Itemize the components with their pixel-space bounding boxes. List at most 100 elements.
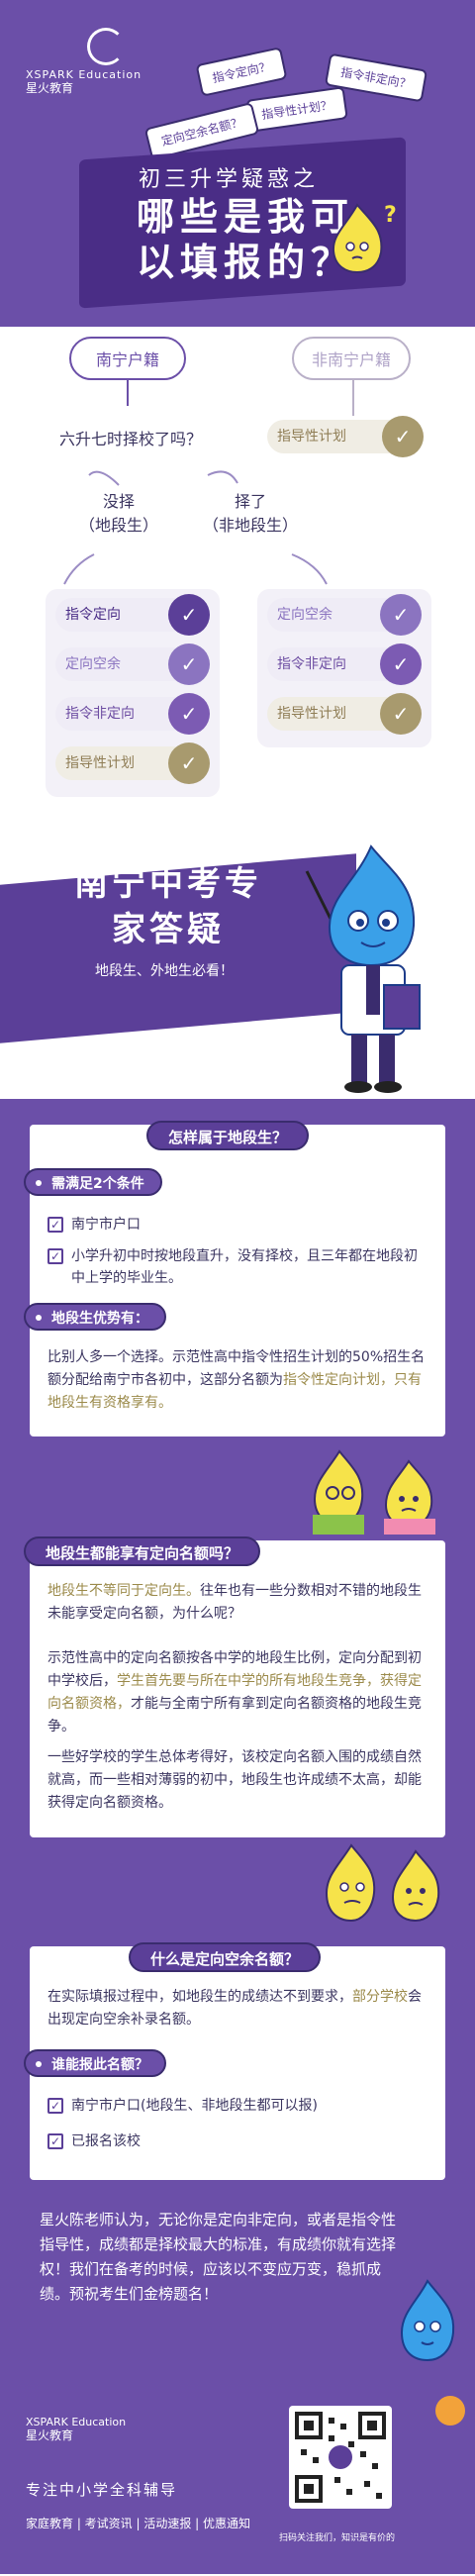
footer-brand-en: XSPARK Education: [26, 2416, 127, 2428]
checkbox-icon: ✓: [48, 2098, 63, 2114]
advantage-text-part: 比别人多一个选择。示范性高中指令性招生计划的50%招生名额分配给南宁市各初中，这…: [48, 1349, 426, 1388]
no-choice-branch: 没择 （地段生）: [78, 492, 158, 535]
discussing-mascots-icon: [305, 1447, 453, 1536]
eligibility-text: 南宁市户口(地段生、非地段生都可以报): [71, 2098, 318, 2114]
vacant-quota-text: 在实际填报过程中，如地段生的成绩达不到要求，部分学校会出现定向空余补录名额。: [48, 1986, 428, 2031]
local-household-label: 南宁户籍: [69, 337, 186, 380]
eligibility-text: 已报名该校: [71, 2133, 141, 2149]
advantage-text: 比别人多一个选择。示范性高中指令性招生计划的50%招生名额分配给南宁市各初中，这…: [48, 1346, 428, 1415]
footer-links: 家庭教育 | 考试资讯 | 活动速报 | 优惠通知: [26, 2517, 251, 2530]
checkbox-icon: ✓: [48, 2133, 63, 2149]
decision-tree: 南宁户籍 非南宁户籍 六升七时择校了吗？ 指导性计划 ✓ 没择 （地段生） 择了…: [0, 327, 475, 822]
eligibility-item: ✓ 已报名该校: [48, 2130, 428, 2152]
thinking-mascot-icon: [327, 203, 388, 274]
option-pill: 指导性计划 ✓: [267, 693, 422, 735]
card-heading: 什么是定向空余名额？: [129, 1942, 322, 1972]
check-icon: ✓: [168, 743, 210, 784]
branch-arrows: [63, 553, 328, 585]
title-large: 哪些是我可以填报的？: [136, 195, 354, 284]
check-icon: ✓: [382, 416, 424, 457]
footer-brand-cn: 星火教育: [26, 2428, 74, 2442]
advantage-text-highlight: 指令性定向计划，只有地段生有资格享有。: [48, 1372, 422, 1411]
teacher-mascot-icon: [297, 842, 445, 1099]
arrow-down: [127, 378, 129, 406]
worried-mascots-icon: [317, 1841, 455, 1931]
option-pill: 指令定向 ✓: [55, 594, 210, 636]
option-pill: 指导性计划 ✓: [55, 743, 210, 784]
advantage-heading-label: 地段生优势有：: [51, 1311, 148, 1327]
option-label: 定向空余: [65, 656, 121, 672]
question-tag: 指令定向？: [195, 47, 288, 97]
option-label: 定向空余: [277, 607, 332, 623]
brand-logo-icon: [87, 27, 125, 65]
who-can-apply-heading: 谁能报此名额？: [24, 2049, 166, 2077]
option-label: 指导性计划: [277, 429, 346, 445]
nonlocal-option-pill: 指导性计划 ✓: [267, 416, 424, 457]
quota-paragraph-2: 示范性高中的定向名额按各中学的地段生比例，定向分配到初中学校后，学生首先要与所在…: [48, 1647, 428, 1738]
quota-paragraph-3: 一些好学校的学生总体考得好，该校定向名额入围的成绩自然就高，而一些相对薄弱的初中…: [48, 1749, 422, 1811]
vacant-quota-text-part: 在实际填报过程中，如地段生的成绩达不到要求，: [48, 1989, 352, 2005]
title-small: 初三升学疑惑之: [139, 167, 320, 192]
eligibility-item: ✓ 南宁市户口(地段生、非地段生都可以报): [48, 2095, 428, 2117]
option-label: 指令非定向: [277, 656, 346, 672]
quota-paragraph-1: 地段生不等同于定向生。往年也有一些分数相对不错的地段生未能享受定向名额，为什么呢…: [48, 1580, 428, 1626]
qr-code: [289, 2406, 392, 2509]
expert-subtitle: 地段生、外地生必看！: [95, 963, 234, 979]
nonlocal-household-label: 非南宁户籍: [292, 337, 411, 380]
quota-paragraph-text: 往年也有一些分数相对不错的地段生未能享受定向名额，为什么呢？: [48, 1583, 422, 1622]
option-label: 指导性计划: [65, 755, 135, 771]
conditions-heading: 需满足2个条件: [24, 1168, 162, 1196]
bullet-dot-icon: [36, 2061, 42, 2067]
quota-paragraph-text: 才能与全南宁所有拿到定向名额资格的地段生竞争。: [48, 1696, 422, 1734]
check-icon: ✓: [380, 644, 422, 685]
arrow-down: [352, 378, 354, 416]
footer-brand-logo: XSPARK Education 星火教育: [26, 2416, 126, 2443]
question-mark-icon: ?: [384, 203, 397, 228]
quota-paragraph-text: 示范性高中的定向名额按各中学的地段生比例，定向分配到初中学校后，: [48, 1650, 422, 1689]
hero-section: XSPARK Education 星火教育 指令定向？ 指令非定向？ 指导性计划…: [0, 0, 475, 327]
advantage-heading: 地段生优势有：: [24, 1303, 166, 1331]
branch-arrows: [88, 470, 238, 486]
check-icon: ✓: [168, 644, 210, 685]
brand-logo: XSPARK Education 星火教育: [26, 27, 142, 96]
option-label: 指导性计划: [277, 706, 346, 722]
vacant-quota-text-highlight: 部分学校: [352, 1989, 408, 2005]
qr-code-icon: [295, 2412, 386, 2503]
conditions-heading-label: 需满足2个条件: [51, 1176, 144, 1192]
who-can-apply-label: 谁能报此名额？: [51, 2057, 148, 2073]
chose-branch: 择了 （非地段生）: [202, 492, 298, 535]
check-icon: ✓: [168, 693, 210, 735]
option-label: 指令非定向: [65, 706, 135, 722]
option-pill: 定向空余 ✓: [267, 594, 422, 636]
question-tag: 指导性计划？: [245, 86, 348, 133]
brand-name-cn: 星火教育: [26, 81, 74, 95]
local-student-card: 怎样属于地段生？ 需满足2个条件 ✓ 南宁市户口 ✓ 小学升初中时按地段直升，没…: [24, 1121, 445, 1437]
planet-icon: [435, 2396, 465, 2426]
option-pill: 指令非定向 ✓: [55, 693, 210, 735]
bullet-dot-icon: [36, 1315, 42, 1321]
card-heading: 地段生都能享有定向名额吗？: [24, 1536, 261, 1566]
check-icon: ✓: [380, 693, 422, 735]
quota-eligibility-card: 地段生都能享有定向名额吗？ 地段生不等同于定向生。往年也有一些分数相对不错的地段…: [24, 1536, 445, 1837]
brand-name-en: XSPARK Education: [26, 68, 142, 81]
checkbox-icon: ✓: [48, 1248, 63, 1264]
card-heading: 怎样属于地段生？: [146, 1121, 310, 1150]
condition-text: 南宁市户口: [71, 1217, 141, 1233]
check-icon: ✓: [168, 594, 210, 636]
option-pill: 定向空余 ✓: [55, 644, 210, 685]
vacant-quota-text-part: 会出现定向空余补录名额。: [48, 1989, 422, 2028]
bullet-dot-icon: [36, 1180, 42, 1186]
expert-title: 南宁中考专家答疑: [74, 864, 262, 949]
quota-paragraph-highlight: 学生首先要与所在中学的所有地段生竞争，获得定向名额资格，: [48, 1673, 422, 1712]
waving-mascot-icon: [396, 2277, 459, 2366]
option-pill: 指令非定向 ✓: [267, 644, 422, 685]
condition-item: ✓ 南宁市户口: [48, 1214, 424, 1236]
qr-caption: 扫码关注我们，知识是有价的: [279, 2533, 396, 2543]
checkbox-icon: ✓: [48, 1217, 63, 1233]
quota-paragraph-highlight: 地段生不等同于定向生。: [48, 1583, 200, 1599]
condition-text: 小学升初中时按地段直升，没有择校，且三年都在地段初中上学的毕业生。: [71, 1248, 418, 1286]
check-icon: ✓: [380, 594, 422, 636]
condition-item: ✓ 小学升初中时按地段直升，没有择校，且三年都在地段初中上学的毕业生。: [48, 1245, 424, 1289]
option-label: 指令定向: [65, 607, 121, 623]
